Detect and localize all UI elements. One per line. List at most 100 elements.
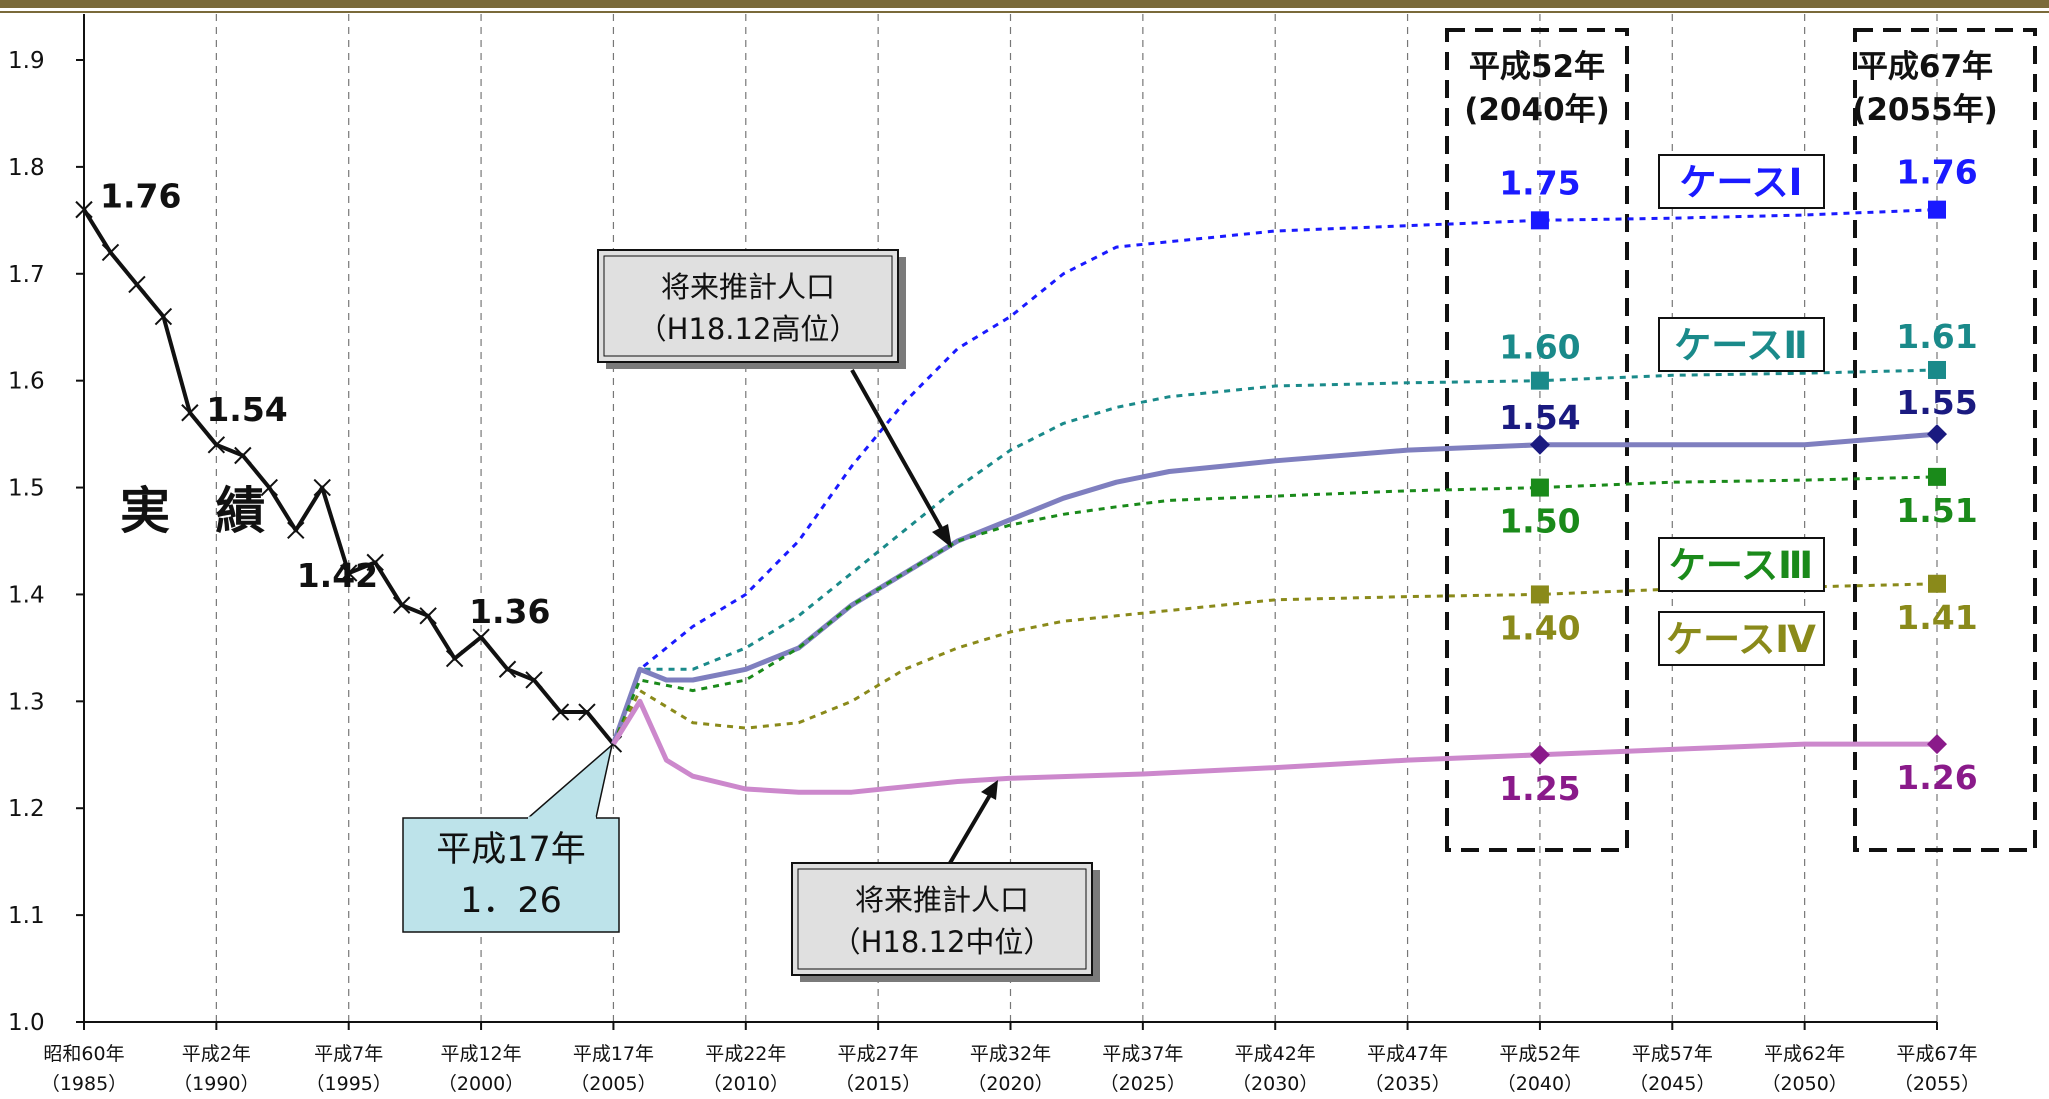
y-tick-label-1.8: 1.8 xyxy=(8,155,45,181)
svg-text:将来推計人口: 将来推計人口 xyxy=(855,883,1029,917)
y-tick-label-1.0: 1.0 xyxy=(8,1010,45,1036)
y-tick-label-1.7: 1.7 xyxy=(8,262,45,288)
svg-text:（H18.12中位）: （H18.12中位） xyxy=(832,925,1053,959)
actual-point-1987 xyxy=(128,275,146,294)
x-tick-label-year-2025: （2025） xyxy=(1100,1073,1186,1095)
data-label-7: 1.61 xyxy=(1896,317,1977,356)
case-label-2: ケースⅡ xyxy=(1658,317,1825,372)
series-line-4 xyxy=(612,475,1938,745)
y-tick-label-1.6: 1.6 xyxy=(8,369,45,395)
case-label-1: ケースⅠ xyxy=(1658,154,1825,209)
x-tick-label-year-2015: （2015） xyxy=(835,1073,921,1095)
x-tick-label-era-2010: 平成22年 xyxy=(705,1043,786,1065)
actual-point-2004 xyxy=(578,703,596,721)
x-tick-label-year-2020: （2020） xyxy=(967,1073,1053,1095)
frame-2040-label-year: (2040年) xyxy=(1464,92,1610,128)
x-tick-label-year-2000: （2000） xyxy=(438,1073,524,1095)
frame-2055 xyxy=(1853,28,2037,852)
actual-series-label: 実 績 xyxy=(120,482,279,540)
x-tick-label-era-2040: 平成52年 xyxy=(1499,1043,1580,1065)
x-tick-label-era-2020: 平成32年 xyxy=(970,1043,1051,1065)
frame-2040 xyxy=(1445,28,1629,852)
actual-point-1995 xyxy=(340,564,358,582)
x-tick-label-era-2025: 平成37年 xyxy=(1102,1043,1183,1065)
actual-point-1985 xyxy=(75,200,93,219)
data-label-4: 1.75 xyxy=(1499,163,1580,202)
marker-4 xyxy=(1529,434,1550,455)
y-tick-label-1.5: 1.5 xyxy=(8,476,45,502)
marker-1 xyxy=(1928,200,1946,219)
callout-high-variant: 将来推計人口 （H18.12高位） xyxy=(597,249,906,369)
actual-point-1994 xyxy=(313,478,331,497)
x-tick-label-year-1995: （1995） xyxy=(306,1073,392,1095)
actual-point-1986 xyxy=(101,243,120,262)
actual-point-2001 xyxy=(498,660,517,678)
marker-layer xyxy=(1529,200,1947,765)
x-tick-label-era-2045: 平成57年 xyxy=(1632,1043,1713,1065)
x-tick-label-era-1985: 昭和60年 xyxy=(43,1043,124,1065)
callout-2005: 平成17年 1．26 xyxy=(402,742,620,933)
actual-point-2002 xyxy=(525,671,543,689)
svg-text:ケースⅡ: ケースⅡ xyxy=(1674,324,1808,367)
marker-8 xyxy=(1530,585,1549,604)
svg-text:ケースⅣ: ケースⅣ xyxy=(1666,618,1816,661)
callout-mid-arrowhead xyxy=(981,780,998,800)
actual-point-1997 xyxy=(392,596,411,614)
callout-high-arrowhead xyxy=(932,524,952,548)
data-label-15: 1.26 xyxy=(1896,758,1977,797)
data-label-14: 1.25 xyxy=(1499,769,1580,808)
data-label-9: 1.55 xyxy=(1896,383,1977,422)
frame-2055-label-year: (2055年) xyxy=(1852,92,1998,128)
data-label-1: 1.54 xyxy=(206,390,287,429)
x-tick-label-year-2050: （2050） xyxy=(1761,1073,1847,1095)
marker-3 xyxy=(1928,360,1946,379)
y-tick-label-1.3: 1.3 xyxy=(8,689,45,715)
series-layer xyxy=(75,200,1938,795)
svg-text:将来推計人口: 将来推計人口 xyxy=(661,270,835,304)
x-tick-label-year-2030: （2030） xyxy=(1232,1073,1318,1095)
data-label-13: 1.41 xyxy=(1896,598,1977,637)
marker-10 xyxy=(1529,744,1550,765)
callout-high-arrow xyxy=(850,369,947,536)
data-label-0: 1.76 xyxy=(100,177,181,216)
marker-7 xyxy=(1928,467,1946,486)
x-tick-label-era-2005: 平成17年 xyxy=(573,1043,654,1065)
y-tick-label-1.1: 1.1 xyxy=(8,903,45,929)
data-label-5: 1.76 xyxy=(1896,153,1977,192)
callout-mid-arrow xyxy=(948,793,992,865)
data-label-8: 1.54 xyxy=(1499,398,1580,437)
data-label-12: 1.40 xyxy=(1499,608,1580,647)
marker-9 xyxy=(1928,574,1946,593)
x-tick-label-year-2055: （2055） xyxy=(1894,1073,1980,1095)
case-label-3: ケースⅢ xyxy=(1658,537,1825,592)
actual-point-1996 xyxy=(366,553,384,572)
x-tick-label-era-2035: 平成47年 xyxy=(1367,1043,1448,1065)
svg-text:平成17年: 平成17年 xyxy=(436,830,586,870)
top-border xyxy=(0,0,2049,8)
frame-2055-label-era: 平成67年 xyxy=(1857,49,1993,85)
series-line-1 xyxy=(611,208,1938,745)
x-tick-label-year-2010: （2010） xyxy=(703,1073,789,1095)
svg-text:1．26: 1．26 xyxy=(460,881,562,921)
x-tick-label-era-2000: 平成12年 xyxy=(440,1043,521,1065)
marker-2 xyxy=(1530,371,1549,390)
actual-point-1993 xyxy=(287,521,305,540)
data-label-10: 1.50 xyxy=(1499,502,1580,541)
x-tick-label-year-2035: （2035） xyxy=(1364,1073,1450,1095)
y-tick-labels: 1.0 1.1 1.2 1.3 1.4 1.5 1.6 1.7 1.8 1.9 xyxy=(8,48,45,1036)
x-tick-label-era-2030: 平成42年 xyxy=(1235,1043,1316,1065)
actual-point-1989 xyxy=(181,404,199,422)
marker-0 xyxy=(1530,211,1549,230)
case-label-4: ケースⅣ xyxy=(1658,611,1825,666)
frame-2040-label-era: 平成52年 xyxy=(1469,49,1605,85)
callout-mid-variant: 将来推計人口 （H18.12中位） xyxy=(791,862,1100,982)
actual-point-1991 xyxy=(234,446,252,465)
x-tick-label-era-1995: 平成7年 xyxy=(314,1043,383,1065)
series-line-3 xyxy=(611,431,1938,745)
series-line-6 xyxy=(611,698,1937,795)
axes xyxy=(76,14,1938,1030)
data-label-2: 1.42 xyxy=(297,556,378,595)
x-tick-labels: 昭和60年 （1985） 平成2年 （1990） 平成7年 （1995） 平成12年 （200… xyxy=(41,1043,1980,1095)
x-tick-label-year-2040: （2040） xyxy=(1497,1073,1583,1095)
